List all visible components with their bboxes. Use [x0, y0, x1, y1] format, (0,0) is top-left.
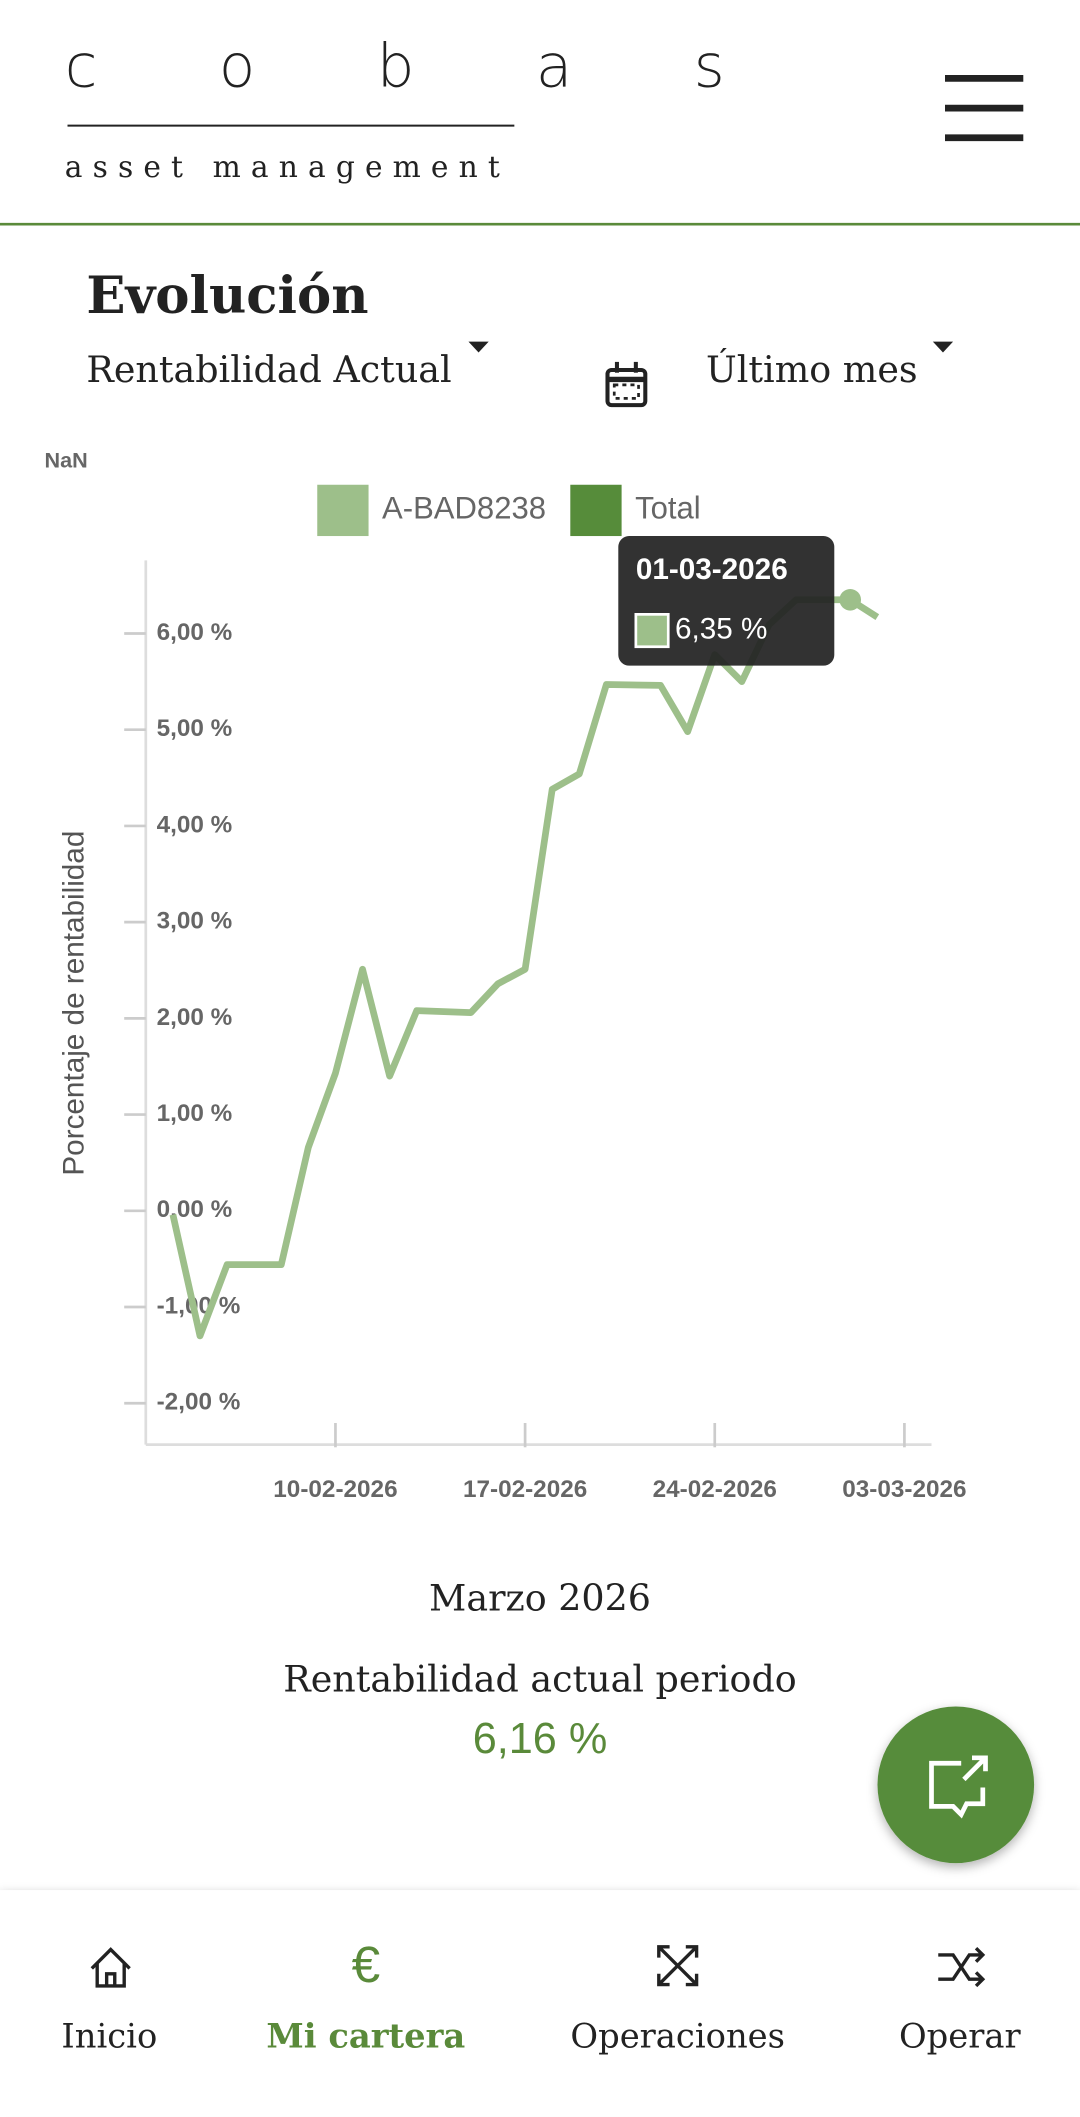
metric-dropdown[interactable]: Rentabilidad Actual [86, 341, 489, 392]
legend-label: A-BAD8238 [382, 491, 546, 526]
y-tick-label: -2,00 % [157, 1389, 241, 1416]
nav-mi-cartera[interactable]: € Mi cartera [266, 1936, 465, 2056]
x-tick-label: 24-02-2026 [653, 1476, 777, 1503]
summary-period: Marzo 2026 [429, 1577, 651, 1620]
corner-label: NaN [45, 448, 88, 473]
legend-label: Total [635, 491, 701, 526]
period-dropdown[interactable]: Último mes [706, 341, 954, 392]
legend-swatch [570, 484, 622, 537]
metric-select: Rentabilidad Actual [86, 348, 451, 391]
logo-tagline: asset management [65, 150, 510, 185]
logo: c o b a s [65, 32, 776, 101]
x-tick-label: 17-02-2026 [463, 1476, 587, 1503]
y-tick-label: 0,00 % [157, 1196, 233, 1223]
nav-label: Operaciones [570, 2017, 785, 2056]
tooltip [618, 536, 835, 666]
section-title: Evolución [86, 266, 368, 326]
y-tick-label: 4,00 % [157, 811, 233, 838]
menu-button[interactable] [945, 75, 1024, 142]
tooltip-date: 01-03-2026 [636, 553, 788, 586]
chat-button[interactable] [877, 1706, 1035, 1864]
summary-label: Rentabilidad actual periodo [283, 1658, 796, 1701]
nav-label: Mi cartera [266, 2016, 465, 2056]
y-tick-label: 6,00 % [157, 619, 233, 646]
hover-point [839, 588, 862, 611]
legend-swatch [317, 484, 369, 537]
x-tick-label: 03-03-2026 [842, 1476, 966, 1503]
period-select: Último mes [706, 347, 918, 391]
tooltip-value: 6,35 % [675, 612, 767, 645]
tooltip-swatch [634, 613, 670, 649]
y-tick-label: 5,00 % [157, 715, 233, 742]
plot: -2,00 %-1,00 %0,00 %1,00 %2,00 %3,00 %4,… [124, 484, 967, 1503]
summary-value: 6,16 % [473, 1715, 607, 1763]
y-tick-label: 1,00 % [157, 1100, 233, 1127]
nav-operaciones[interactable]: Operaciones [570, 1945, 785, 2056]
nav-label: Inicio [61, 2017, 157, 2056]
y-axis-label: Porcentaje de rentabilidad [57, 831, 90, 1176]
nav-label: Operar [899, 2017, 1022, 2056]
nav-inicio[interactable]: Inicio [61, 1947, 157, 2056]
nav-operar[interactable]: Operar [899, 1946, 1022, 2056]
y-tick-label: 3,00 % [157, 908, 233, 935]
x-tick-label: 10-02-2026 [273, 1476, 397, 1503]
nav-icon: € [352, 1936, 381, 1993]
y-tick-label: 2,00 % [157, 1004, 233, 1031]
